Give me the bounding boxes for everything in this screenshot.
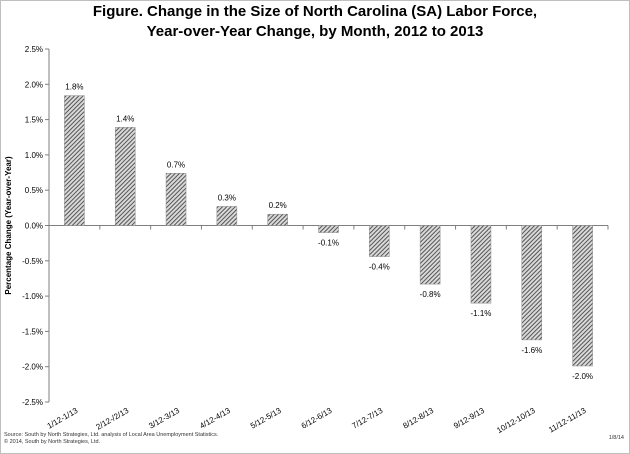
x-tick-label: 6/12-6/13	[300, 406, 334, 431]
chart-title: Figure. Change in the Size of North Caro…	[0, 2, 630, 42]
y-axis-label: Percentage Change (Year-over-Year)	[4, 156, 13, 295]
bar	[114, 127, 136, 226]
report-date: 1/8/14	[608, 435, 624, 441]
data-label: -0.1%	[318, 239, 339, 248]
y-tick-label: 2.0%	[25, 80, 43, 89]
bar	[521, 225, 543, 341]
copyright-note: © 2014, South by North Strategies, Ltd.	[4, 439, 101, 445]
source-note: Source: South by North Strategies, Ltd. …	[4, 432, 219, 438]
bar	[267, 213, 288, 226]
x-tick-label: 1/12-1/13	[46, 406, 80, 431]
x-tick-label: 5/12-5/13	[249, 406, 283, 431]
bars	[64, 95, 593, 367]
data-label: -1.6%	[521, 346, 542, 355]
x-tick-label: 10/12-10/13	[495, 406, 537, 435]
y-tick-label: -1.0%	[22, 292, 43, 301]
data-label: -0.8%	[420, 290, 441, 299]
data-label: -0.4%	[369, 263, 390, 272]
bar	[470, 225, 492, 304]
y-tick-label: -0.5%	[22, 257, 43, 266]
data-label: 0.3%	[218, 193, 236, 202]
bar	[369, 225, 390, 257]
x-tick-label: 8/12-8/13	[401, 406, 435, 431]
chart-title-line-2: Year-over-Year Change, by Month, 2012 to…	[146, 23, 484, 40]
y-tick-label: 1.0%	[25, 151, 43, 160]
chart-title-line-1: Figure. Change in the Size of North Caro…	[92, 3, 538, 20]
data-labels: 1.8% 1.4% 0.7% 0.3% 0.2% -0.1% -0.4% -0.8% -1.1%…	[65, 83, 593, 381]
y-tick-label: -1.5%	[22, 327, 43, 336]
bar	[64, 95, 85, 226]
bar	[419, 225, 441, 285]
data-label: 1.8%	[65, 83, 83, 92]
x-tick-label: 4/12-4/13	[198, 406, 232, 431]
data-label: -1.1%	[471, 309, 492, 318]
y-tick-label: 0.5%	[25, 186, 43, 195]
bar	[216, 206, 238, 226]
x-tick-label: 2/12-/2/13	[95, 406, 131, 432]
y-tick-label: -2.5%	[22, 398, 43, 407]
data-label: 1.4%	[116, 114, 134, 123]
data-label: -2.0%	[572, 372, 593, 381]
y-tick-label: 1.5%	[25, 116, 43, 125]
x-axis-tick-labels: 1/12-1/13 2/12-/2/13 3/12-3/13 4/12-4/13 5/1…	[46, 406, 588, 435]
y-tick-label: -2.0%	[22, 363, 43, 372]
data-label: 0.7%	[167, 160, 185, 169]
y-axis: 2.5% 2.0% 1.5% 1.0% 0.5% 0.0% -0.5% -1.0% -1.5% -…	[22, 45, 609, 407]
bar	[318, 225, 339, 233]
x-tick-label: 9/12-9/13	[452, 406, 486, 431]
bar	[165, 173, 187, 226]
y-tick-label: 0.0%	[25, 222, 43, 231]
bar	[572, 225, 593, 367]
x-tick-label: 11/12-11/13	[547, 406, 588, 435]
y-tick-label: 2.5%	[25, 45, 43, 54]
x-tick-label: 3/12-3/13	[147, 406, 181, 431]
data-label: 0.2%	[269, 201, 287, 210]
x-tick-label: 7/12-7/13	[351, 406, 385, 431]
